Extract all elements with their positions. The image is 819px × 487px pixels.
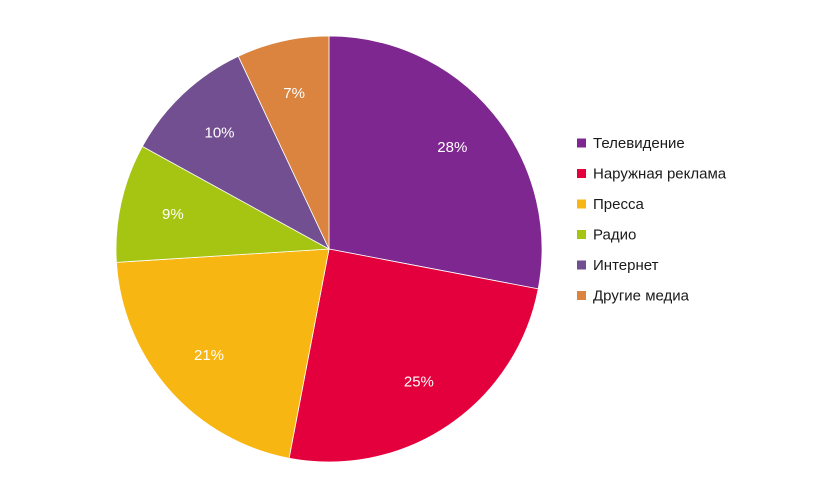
pie-slice-4 [115,145,331,263]
pie-slice-6 [237,35,330,250]
legend-item-6: Другие медиа [577,288,690,305]
data-label-2: 25% [404,373,434,390]
legend-label: Телевидение [593,135,685,152]
legend: Телевидение Наружная реклама Пресса Радио Ин… [577,135,727,305]
legend-swatch [577,230,586,239]
legend-item-3: Пресса [577,196,644,213]
legend-item-4: Радио [577,227,636,244]
legend-label: Пресса [593,196,644,213]
legend-item-1: Телевидение [577,135,685,152]
data-label-6: 7% [283,85,305,102]
legend-item-2: Наружная реклама [577,166,727,183]
pie-slice-2 [288,248,539,463]
pie-slice-1 [328,35,543,290]
legend-label: Интернет [593,257,659,274]
legend-swatch [577,138,586,148]
pie-slices [115,35,543,463]
legend-item-5: Интернет [577,257,659,274]
legend-label: Другие медиа [593,288,690,305]
legend-label: Радио [593,227,636,244]
data-label-3: 21% [194,347,224,364]
legend-swatch [577,169,586,178]
legend-swatch [577,260,586,270]
pie-slice-5 [141,55,330,250]
data-label-1: 28% [437,139,467,156]
legend-label: Наружная реклама [593,166,727,183]
pie-data-labels: 28% 25% 21% 9% 10% 7% [162,85,467,390]
legend-swatch [577,199,586,209]
legend-swatch [577,291,586,300]
pie-slice-3 [115,248,330,459]
data-label-4: 9% [162,206,184,223]
data-label-5: 10% [204,124,234,141]
